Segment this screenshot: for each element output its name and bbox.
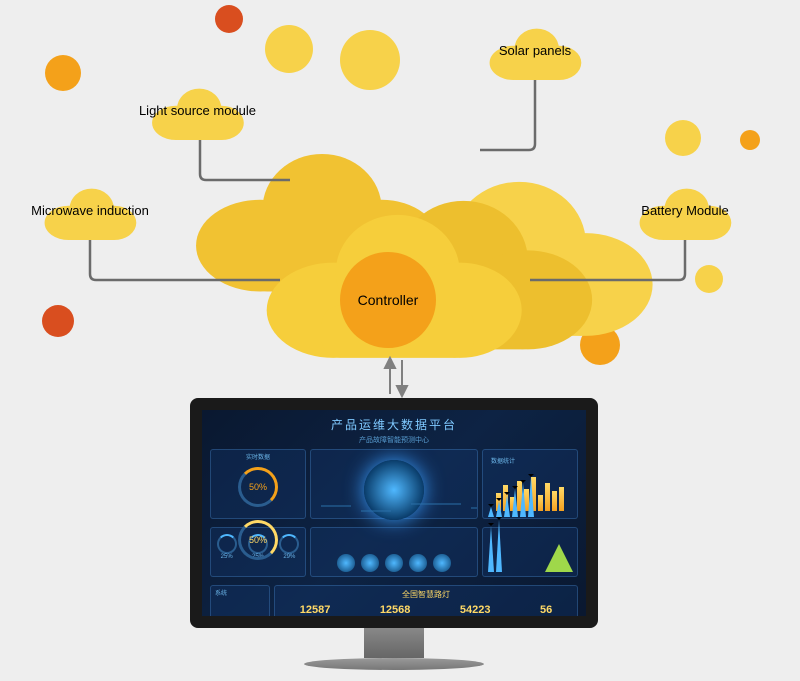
module-label: Microwave induction <box>31 203 149 218</box>
mini-orb-icon <box>409 554 427 572</box>
module-battery: Battery Module <box>610 180 760 240</box>
small-gauge-value: 25% <box>221 554 233 560</box>
panel-label: 系统 <box>211 586 269 599</box>
monitor-base <box>304 658 484 670</box>
stats-title: 全国智慧路灯 <box>275 586 577 600</box>
sync-arrows-icon <box>372 352 422 402</box>
gauges-panel-left: 实时数据 50% 50% <box>210 449 306 519</box>
triangle-bar <box>520 480 526 517</box>
triangle-bar <box>488 523 494 572</box>
bar <box>545 483 550 511</box>
triangle-chart <box>487 474 539 572</box>
tri-chart-panel <box>482 527 578 577</box>
triangle-bar <box>504 492 510 517</box>
small-gauge <box>279 534 299 554</box>
small-gauge <box>217 534 237 554</box>
triangle-bar <box>528 474 534 517</box>
small-gauge-value: 29% <box>283 554 295 560</box>
dashboard-screen: 产品运维大数据平台 产品故障智能预测中心 实时数据 50% 50% 数据统计 <box>190 398 598 628</box>
module-solar: Solar panels <box>460 20 610 80</box>
controller-node: Controller <box>340 252 436 348</box>
bar <box>552 491 557 511</box>
center-visual-panel <box>310 449 478 519</box>
monitor-stand <box>364 628 424 658</box>
stat-value: 12587 <box>300 604 331 616</box>
module-label: Solar panels <box>499 43 571 58</box>
triangle-bar <box>512 486 518 517</box>
triangle-bar <box>496 498 502 517</box>
gauge-0: 50% <box>238 467 278 507</box>
stat-value: 54223 <box>460 604 491 616</box>
gauge-1: 50% <box>238 520 278 560</box>
circuit-icon <box>311 496 477 516</box>
dashboard-monitor: 产品运维大数据平台 产品故障智能预测中心 实时数据 50% 50% 数据统计 <box>190 398 598 670</box>
gauge-value: 50% <box>249 535 267 545</box>
module-label: Light source module <box>139 103 256 118</box>
warning-triangle-icon <box>545 544 573 572</box>
panel-label: 数据统计 <box>487 454 573 467</box>
orb-row-panel <box>310 527 478 577</box>
stat-value: 56 <box>540 604 552 616</box>
dashboard-subtitle: 产品故障智能预测中心 <box>202 435 586 445</box>
panel-label: 实时数据 <box>211 450 305 463</box>
triangle-bar <box>496 517 502 572</box>
dashboard-title: 产品运维大数据平台 <box>202 410 586 433</box>
mini-orb-icon <box>337 554 355 572</box>
bar <box>559 487 564 511</box>
module-lightsource: Light source module <box>120 80 275 140</box>
bottom-left-panel: 系统 <box>210 585 270 621</box>
module-label: Battery Module <box>641 203 728 218</box>
stat-value: 12568 <box>380 604 411 616</box>
module-microwave: Microwave induction <box>15 180 165 240</box>
mini-orb-icon <box>361 554 379 572</box>
mini-orb-icon <box>385 554 403 572</box>
controller-label: Controller <box>358 292 419 308</box>
stats-panel: 全国智慧路灯 12587 12568 54223 56 <box>274 585 578 621</box>
mini-orb-icon <box>433 554 451 572</box>
triangle-bar <box>488 504 494 517</box>
gauge-value: 50% <box>249 482 267 492</box>
